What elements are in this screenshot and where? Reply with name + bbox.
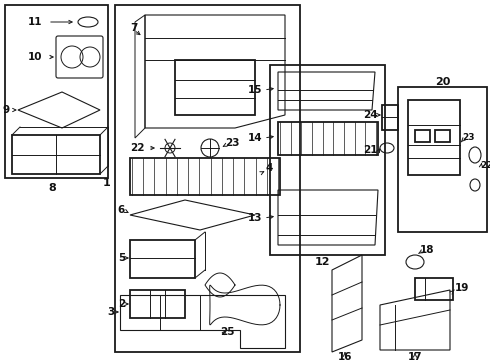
Text: 17: 17 bbox=[408, 352, 422, 360]
Bar bbox=[130, 290, 185, 318]
Text: 12: 12 bbox=[314, 257, 330, 267]
Text: 23: 23 bbox=[225, 138, 240, 148]
Bar bbox=[130, 240, 195, 278]
Text: 24: 24 bbox=[364, 110, 378, 120]
Text: 3: 3 bbox=[108, 307, 115, 317]
Text: 25: 25 bbox=[220, 327, 235, 337]
Bar bbox=[415, 278, 453, 300]
Bar bbox=[408, 100, 460, 175]
Text: 2: 2 bbox=[118, 299, 125, 309]
Bar bbox=[435, 130, 450, 142]
Text: 5: 5 bbox=[118, 253, 125, 263]
Text: 4: 4 bbox=[265, 163, 272, 173]
Bar bbox=[130, 158, 280, 195]
Bar bbox=[415, 130, 430, 142]
Bar bbox=[175, 60, 255, 115]
Bar bbox=[5, 5, 108, 178]
Text: 9: 9 bbox=[3, 105, 10, 115]
Bar bbox=[115, 5, 300, 352]
Text: 22: 22 bbox=[130, 143, 145, 153]
Text: 8: 8 bbox=[48, 183, 56, 193]
Bar bbox=[382, 105, 398, 130]
Bar bbox=[398, 87, 487, 232]
Text: 14: 14 bbox=[247, 133, 262, 143]
Text: 1: 1 bbox=[102, 178, 110, 188]
Text: 18: 18 bbox=[420, 245, 435, 255]
Text: 21: 21 bbox=[364, 145, 378, 155]
Text: 13: 13 bbox=[247, 213, 262, 223]
Text: 15: 15 bbox=[247, 85, 262, 95]
Text: 6: 6 bbox=[118, 205, 125, 215]
Text: 22: 22 bbox=[480, 161, 490, 170]
Text: 16: 16 bbox=[338, 352, 352, 360]
Text: 10: 10 bbox=[27, 52, 42, 62]
Text: 23: 23 bbox=[462, 134, 474, 143]
Text: 20: 20 bbox=[435, 77, 451, 87]
Bar bbox=[12, 135, 100, 174]
Text: 19: 19 bbox=[455, 283, 469, 293]
Text: 7: 7 bbox=[130, 23, 137, 33]
Text: 11: 11 bbox=[27, 17, 42, 27]
Bar bbox=[278, 122, 378, 155]
Bar bbox=[270, 65, 385, 255]
